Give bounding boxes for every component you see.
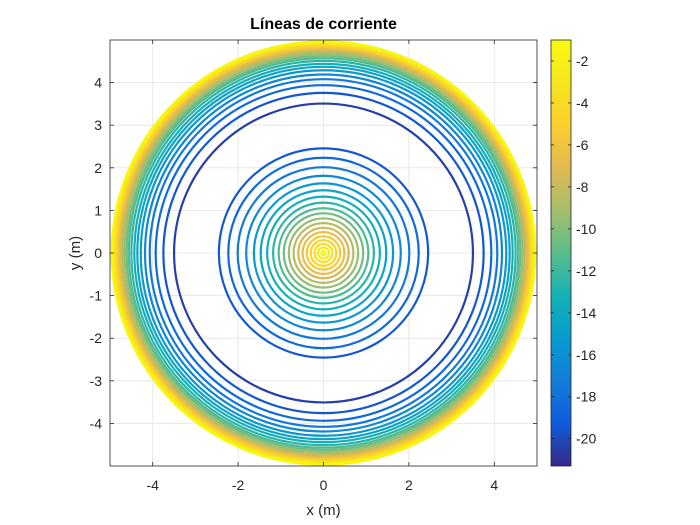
contour-line-inner bbox=[287, 217, 360, 289]
contour-line-inner bbox=[301, 230, 346, 276]
contour-line-outer bbox=[127, 57, 520, 449]
contour-line-inner bbox=[272, 201, 375, 305]
y-tick-label: 2 bbox=[94, 160, 102, 176]
contour-line-outer bbox=[130, 59, 517, 447]
contour-line-inner bbox=[266, 195, 381, 311]
y-axis-label: y (m) bbox=[67, 236, 84, 270]
contour-line-outer bbox=[136, 65, 511, 441]
contour-line-inner bbox=[217, 147, 430, 359]
contour-line-outer bbox=[154, 84, 493, 422]
contour-line-inner bbox=[316, 246, 331, 260]
x-tick-label: -4 bbox=[146, 477, 159, 493]
contour-line-outer bbox=[113, 43, 534, 463]
axis-ticks: -4 -2 0 2 4 -4 -3 -2 -1 0 1 2 3 4 bbox=[90, 40, 537, 493]
contour-line-inner bbox=[309, 239, 338, 267]
colorbar-tick-label: -4 bbox=[576, 95, 589, 111]
chart-title: Líneas de corriente bbox=[250, 16, 397, 33]
contour-line-inner bbox=[236, 166, 411, 340]
contour-line-outer bbox=[162, 91, 485, 415]
colorbar-tick-label: -16 bbox=[576, 347, 596, 363]
contour-line-outer bbox=[116, 45, 531, 461]
contour-line-outer bbox=[119, 49, 528, 457]
colorbar-tick-label: -14 bbox=[576, 305, 596, 321]
y-tick-label: 3 bbox=[94, 117, 102, 133]
contour-line-outer bbox=[125, 55, 522, 451]
contour-line-inner bbox=[297, 226, 350, 280]
contour-line-outer bbox=[121, 50, 526, 456]
contour-line-inner bbox=[292, 222, 355, 284]
contour-line-outer bbox=[117, 47, 530, 459]
contour-line-inner bbox=[320, 249, 327, 257]
y-tick-label: 1 bbox=[94, 202, 102, 218]
x-tick-label: 4 bbox=[490, 477, 498, 493]
colorbar-tick-label: -10 bbox=[576, 221, 596, 237]
colorbar-gradient bbox=[550, 39, 572, 467]
x-axis-label: x (m) bbox=[306, 502, 340, 519]
contour-line-inner bbox=[252, 182, 395, 324]
contour-line-inner bbox=[305, 235, 342, 271]
y-tick-label: -4 bbox=[90, 415, 103, 431]
y-tick-label: -1 bbox=[90, 288, 103, 304]
y-tick-label: -2 bbox=[90, 330, 103, 346]
colorbar-tick-label: -18 bbox=[576, 389, 596, 405]
contour-line-outer bbox=[139, 69, 508, 437]
contour-line-inner bbox=[245, 174, 402, 332]
y-tick-label: 0 bbox=[94, 245, 102, 261]
colorbar: -2 -4 -6 -8 -10 -12 -14 -16 -18 -20 bbox=[550, 39, 596, 467]
colorbar-tick-label: -8 bbox=[576, 179, 589, 195]
y-tick-label: -3 bbox=[90, 373, 103, 389]
contour-line-outer bbox=[172, 102, 475, 404]
x-tick-label: -2 bbox=[232, 477, 245, 493]
colorbar-ticks: -2 -4 -6 -8 -10 -12 -14 -16 -18 -20 bbox=[551, 53, 596, 447]
contour-line-outer bbox=[114, 44, 533, 462]
contour-line-inner bbox=[227, 156, 420, 350]
colorbar-tick-label: -2 bbox=[576, 53, 589, 69]
contour-line-inner bbox=[282, 212, 365, 294]
contour-line-inner bbox=[259, 189, 388, 317]
y-tick-label: 4 bbox=[94, 75, 102, 91]
colorbar-tick-label: -6 bbox=[576, 137, 589, 153]
contour-line-outer bbox=[133, 62, 514, 444]
colorbar-tick-label: -20 bbox=[576, 431, 596, 447]
contour-line-outer bbox=[143, 73, 504, 433]
contour-line-outer bbox=[123, 52, 524, 454]
x-tick-label: 2 bbox=[405, 477, 413, 493]
contour-line-inner bbox=[277, 207, 370, 299]
colorbar-tick-label: -12 bbox=[576, 263, 596, 279]
contour-line-outer bbox=[148, 78, 499, 428]
x-tick-label: 0 bbox=[320, 477, 328, 493]
contour-line-inner bbox=[313, 242, 334, 264]
